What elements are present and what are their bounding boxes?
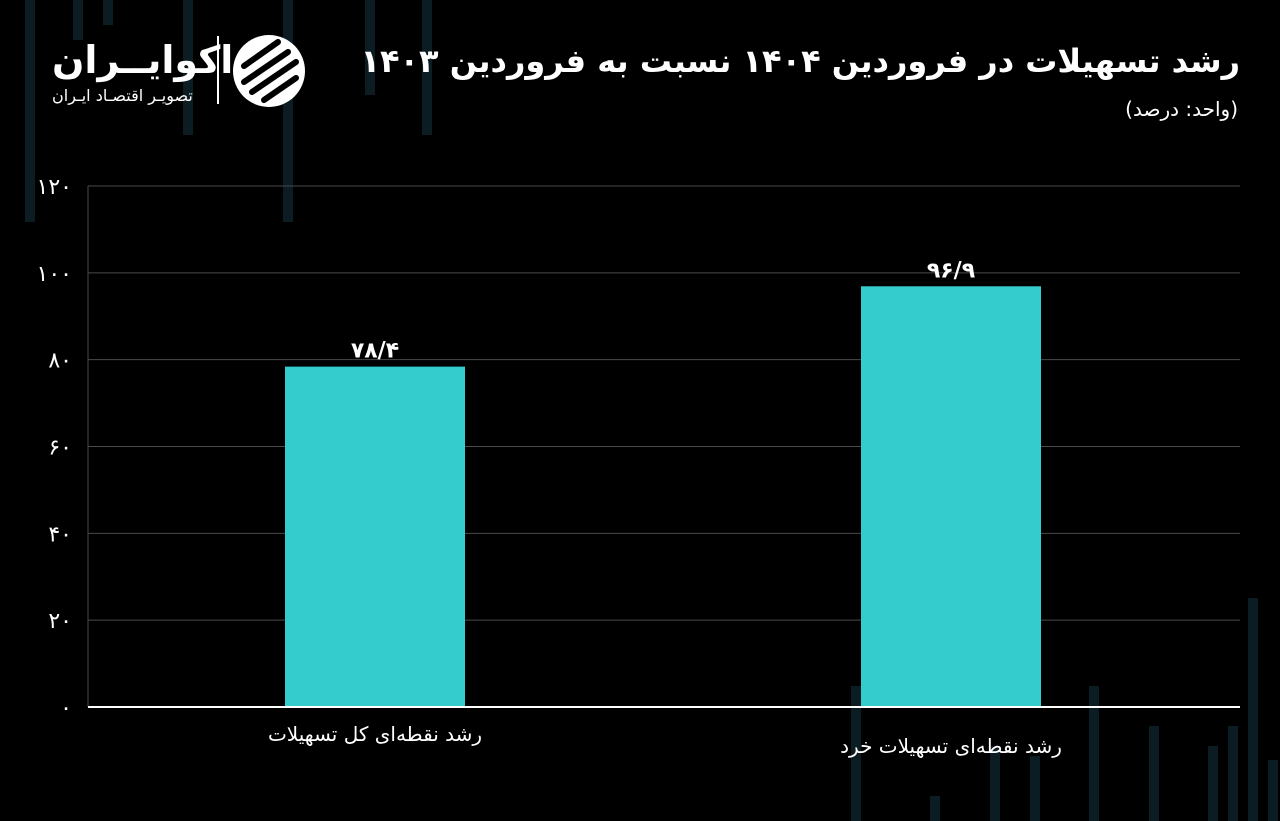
chart-title: رشد تسهیلات در فروردین ۱۴۰۴ نسبت به فرور… — [360, 42, 1240, 80]
x-tick-label: رشد نقطه‌ای تسهیلات خرد — [840, 734, 1062, 758]
bars — [88, 286, 1240, 708]
y-tick-label: ۶۰ — [48, 436, 72, 461]
brand-tagline: تصویـر اقتصـاد ایـران — [52, 86, 193, 105]
grid-lines — [87, 185, 1240, 707]
data-label: ۹۶/۹ — [927, 258, 975, 283]
y-tick-label: ۲۰ — [48, 609, 72, 634]
data-label: ۷۸/۴ — [351, 339, 399, 364]
x-tick-label: رشد نقطه‌ای کل تسهیلات — [268, 722, 482, 746]
brand-name: اکوایــران — [52, 38, 234, 82]
chart-subtitle: (واحد: درصد) — [1125, 97, 1238, 121]
y-tick-label: ۱۰۰ — [37, 262, 72, 287]
bar — [285, 366, 465, 707]
brand-logo: اکوایــران تصویـر اقتصـاد ایـران — [40, 30, 315, 110]
y-tick-label: ۰ — [60, 696, 72, 721]
labels: ۰ ۲۰ ۴۰ ۶۰ ۸۰ ۱۰۰ ۱۲۰ ۷۸/۴ رشد نقطه‌ای کل تسهیلا… — [37, 175, 1062, 758]
brand-mark-icon — [233, 35, 305, 107]
y-tick-label: ۱۲۰ — [37, 175, 72, 200]
bar — [861, 286, 1041, 707]
y-tick-label: ۴۰ — [48, 522, 72, 547]
y-tick-label: ۸۰ — [48, 349, 72, 374]
logo-divider — [217, 36, 219, 104]
